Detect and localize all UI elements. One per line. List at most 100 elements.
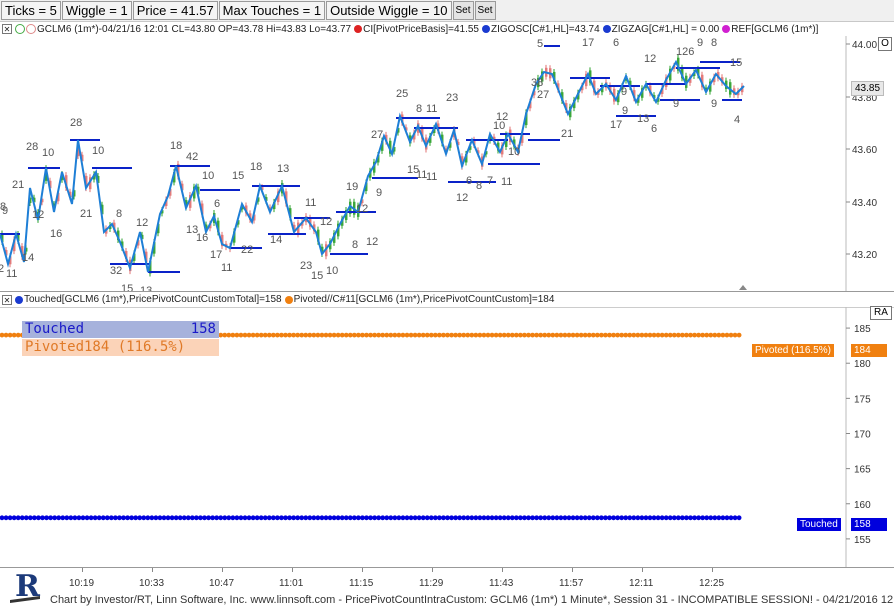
investor-rt-logo: R [6,566,44,606]
swing-count-label: 6 [651,123,657,135]
candle-body [693,72,696,77]
wiggle-field[interactable]: Wiggle = 1 [61,1,132,20]
pivoted-point [254,332,260,338]
touched-point [262,515,268,521]
candle-body [89,177,92,190]
swing-count-label: 15 [407,164,419,176]
touched-point [469,515,475,521]
candle-body [321,246,324,254]
swing-count-label: 14 [22,252,34,264]
pivoted-point [675,332,681,338]
price-field[interactable]: Price = 41.57 [132,1,218,20]
pivoted-point [513,332,519,338]
pivoted-point [319,332,325,338]
candle-body [141,234,144,240]
swing-count-label: 12 [32,209,44,221]
candle-body [529,101,532,109]
pivoted-point [275,332,280,338]
pivoted-point [720,332,726,338]
touched-point [380,515,386,521]
touched-point [522,515,527,521]
outside-wiggle-field[interactable]: Outside Wiggle = 10 [326,1,452,20]
candle-body [1,233,4,243]
zigosc-legend[interactable]: ZIGOSC[C#1,HL]=43.74 [491,23,600,35]
candle-body [205,224,208,231]
swing-count-label: 9 [697,37,703,49]
swing-count-label: 12 [496,111,508,123]
candle-body [241,205,244,210]
candle-body [29,197,32,204]
time-tick [292,568,293,572]
candle-body [637,97,640,103]
pivoted-point [485,332,491,338]
pivoted-point [441,332,446,338]
candle-body [85,175,88,189]
pivoted-point [368,332,373,338]
pivoted-point [505,332,511,338]
ref-legend[interactable]: REF[GCLM6 (1m*)] [731,23,819,35]
zigzag-legend[interactable]: ZIGZAG[C#1,HL] = 0.00 [611,23,720,35]
time-tick-label: 12:11 [629,578,654,589]
swing-count-label: 5 [537,38,543,50]
pivoted-point [603,332,608,338]
pivoted-point [279,332,284,338]
pivoted-point [550,332,556,338]
candle-body [149,260,152,274]
ci-legend[interactable]: CI[PivotPriceBasis]=41.55 [363,23,479,35]
time-tick [82,568,83,572]
candle-body [193,186,196,199]
pivoted-legend[interactable]: Pivoted//C#11[GCLM6 (1m*),PricePivotCoun… [293,294,555,305]
pivoted-point [432,332,438,338]
ticks-field[interactable]: Ticks = 5 [1,1,61,20]
candle-body [157,223,160,234]
touched-point [311,515,317,521]
touched-point [214,515,220,521]
time-tick-label: 10:47 [209,578,235,589]
swing-count-label: 10 [493,120,505,132]
candle-body [673,65,676,69]
pivoted-point [465,332,471,338]
swing-count-label: 21 [80,208,92,220]
zigzag-line [0,59,745,273]
set-button-2[interactable]: Set [474,1,496,20]
swing-count-label: 9 [621,86,627,98]
touched-point [477,515,483,521]
swing-count-label: 6 [613,37,619,49]
swing-count-label: 27 [537,89,549,101]
count-tick-label: 175 [854,394,871,405]
pivoted-point [518,332,523,338]
candle-body [469,145,472,150]
candle-body [585,73,588,87]
pivoted-point [428,332,434,338]
touched-value-badge: 158 [851,518,887,531]
pivoted-point [481,332,487,338]
touched-point [607,515,612,521]
candle-body [25,247,28,252]
touched-point [627,515,633,521]
touched-legend[interactable]: Touched[GCLM6 (1m*),PricePivotCountCusto… [24,294,282,305]
touched-point [554,515,560,521]
candle-body [181,183,184,191]
touched-point [408,515,414,521]
touched-point [169,515,175,521]
pivoted-point [396,332,402,338]
price-legend[interactable]: GCLM6 (1m*)-04/21/16 12:01 CL=43.80 OP=4… [37,23,352,35]
touched-point [347,515,353,521]
swing-count-label: 28 [26,141,38,153]
set-button-1[interactable]: Set [452,1,474,20]
touched-point [27,515,33,521]
close-pane-icon[interactable]: ✕ [2,294,12,305]
close-pane-icon[interactable]: ✕ [2,24,12,34]
touched-point [416,515,422,521]
touched-point [728,515,734,521]
lower-corner-button[interactable]: RA [870,306,892,320]
upper-corner-button[interactable]: O [878,37,892,51]
max-touches-field[interactable]: Max Touches = 1 [218,1,326,20]
touched-point [526,515,531,521]
candle-body [457,141,460,146]
touched-point [291,515,296,521]
candle-body [537,77,540,88]
pivoted-point [424,332,430,338]
candle-body [477,150,480,154]
pivoted-point [704,332,710,338]
